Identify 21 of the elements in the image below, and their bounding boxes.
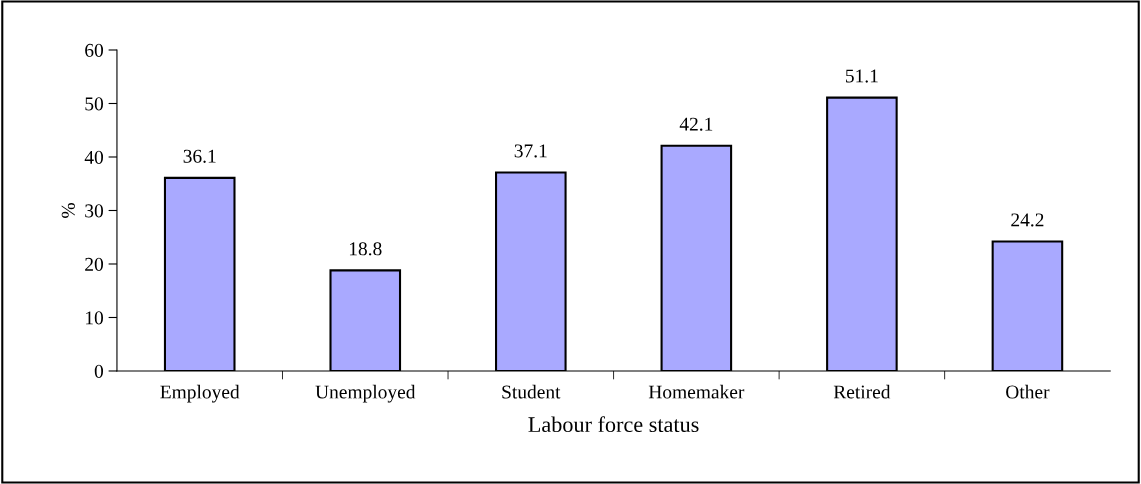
x-tick-label: Employed bbox=[160, 384, 240, 403]
y-axis-title: % bbox=[61, 203, 75, 218]
y-tick-label: 40 bbox=[84, 150, 104, 164]
data-label: 36.1 bbox=[183, 149, 216, 163]
x-tick-label: Student bbox=[502, 384, 561, 399]
data-label: 18.8 bbox=[349, 242, 382, 256]
x-axis-title: Labour force status bbox=[528, 416, 699, 433]
x-tick-label: Unemployed bbox=[315, 384, 416, 403]
y-tick-label: 20 bbox=[85, 257, 104, 271]
data-label: 42.1 bbox=[679, 117, 713, 131]
x-tick-label: Retired bbox=[833, 384, 891, 399]
data-label: 51.1 bbox=[846, 69, 878, 83]
data-label: 37.1 bbox=[514, 144, 547, 158]
y-tick-label: 60 bbox=[85, 43, 104, 57]
x-tick-label: Other bbox=[1006, 384, 1050, 399]
x-tick-label: Homemaker bbox=[648, 384, 745, 399]
y-tick-label: 30 bbox=[85, 204, 104, 218]
data-label: 24.2 bbox=[1011, 213, 1044, 227]
y-tick-label: 10 bbox=[86, 311, 104, 325]
y-tick-label: 0 bbox=[94, 364, 104, 378]
y-tick-label: 50 bbox=[85, 97, 104, 111]
